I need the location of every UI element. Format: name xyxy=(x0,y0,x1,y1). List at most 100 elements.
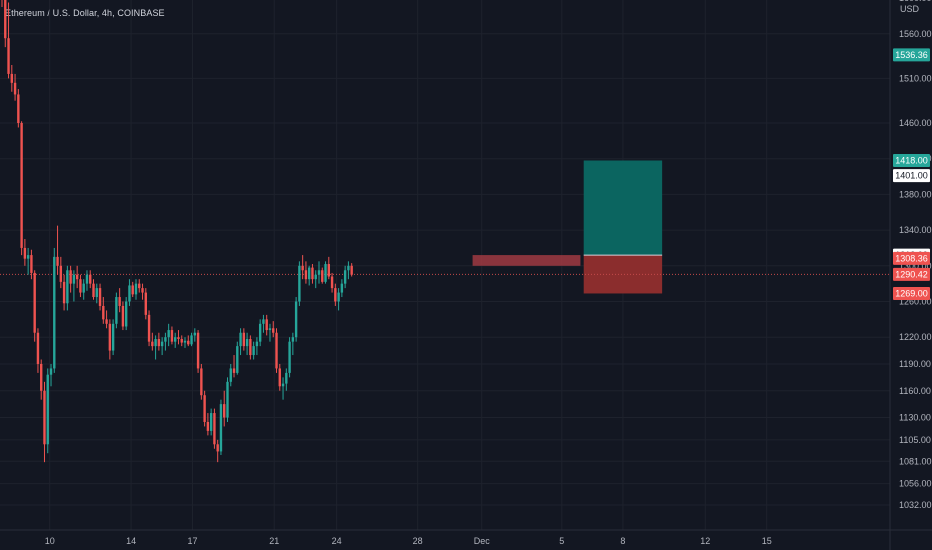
drawings xyxy=(0,160,890,294)
candle xyxy=(229,363,232,387)
candle xyxy=(350,263,353,277)
candle-body xyxy=(26,255,30,259)
candle-body xyxy=(102,305,105,320)
candle xyxy=(203,390,206,427)
candle xyxy=(43,381,46,463)
price-tag-label: 1401.00 xyxy=(895,171,928,181)
candle-body xyxy=(278,368,281,387)
candle xyxy=(174,332,177,348)
price-tag-label: 1269.00 xyxy=(895,288,928,298)
time-axis: 10 14 17 21 24 28 Dec 5 8 12 15 xyxy=(45,536,772,546)
candle-body xyxy=(187,340,190,345)
price-tag-bg xyxy=(893,267,930,281)
candle xyxy=(10,64,14,92)
candle xyxy=(115,292,118,329)
candle xyxy=(288,337,291,378)
candle-body xyxy=(281,383,285,387)
candle-body xyxy=(298,265,301,302)
candle-body xyxy=(262,319,265,324)
candle-body xyxy=(177,337,180,339)
candle xyxy=(66,265,69,311)
candle-body xyxy=(118,297,121,306)
candle xyxy=(327,256,330,280)
candle-body xyxy=(167,330,170,338)
candle-body xyxy=(33,272,36,333)
candle xyxy=(232,355,236,378)
candle-body xyxy=(89,274,92,284)
candle xyxy=(255,337,259,356)
candle xyxy=(95,283,98,304)
candle-body xyxy=(219,404,223,452)
candle xyxy=(206,413,210,436)
price-tag: 1401.00 xyxy=(893,169,930,183)
price-tag-bg xyxy=(893,251,930,265)
candle xyxy=(124,297,128,331)
candle-body xyxy=(66,270,69,304)
candle-body xyxy=(213,413,216,445)
candle xyxy=(183,337,187,348)
candle-body xyxy=(223,404,226,418)
chart-title: Ethereum / U.S. Dollar, 4h, COINBASE xyxy=(5,8,165,18)
candle xyxy=(164,332,167,351)
candle-body xyxy=(111,323,115,351)
candle-body xyxy=(330,276,334,289)
resistance-zone[interactable] xyxy=(472,255,581,266)
candle-body xyxy=(85,274,89,284)
candle xyxy=(177,330,180,345)
candle-body xyxy=(190,335,193,345)
candle-body xyxy=(193,332,197,336)
candle xyxy=(131,281,134,298)
candle xyxy=(79,274,82,298)
candle xyxy=(291,332,295,356)
candle xyxy=(321,267,324,284)
target-zone[interactable] xyxy=(583,160,663,256)
candle-body xyxy=(343,270,347,284)
candle xyxy=(53,247,56,373)
candle xyxy=(249,335,252,360)
price-tag-label: 1536.36 xyxy=(895,50,928,60)
candle xyxy=(314,270,317,289)
candle xyxy=(30,249,33,280)
candle-body xyxy=(347,265,350,271)
y-tick-label: 1340.00 xyxy=(899,225,932,235)
candle-body xyxy=(249,338,252,356)
candle-body xyxy=(265,319,268,331)
candle-body xyxy=(183,340,187,343)
candle-body xyxy=(255,341,259,347)
candle-body xyxy=(209,413,213,431)
x-tick-label: 12 xyxy=(700,536,710,546)
candle xyxy=(340,279,344,298)
candle xyxy=(311,264,314,284)
y-tick-label: 1130.00 xyxy=(899,413,931,423)
price-tag: 1536.36 xyxy=(893,48,930,62)
y-tick-label: 1600.00 xyxy=(899,0,932,3)
candle-body xyxy=(13,82,17,95)
price-tag-bg xyxy=(893,48,930,62)
candle-body xyxy=(245,338,249,347)
stop-zone[interactable] xyxy=(583,255,663,294)
candle-body xyxy=(115,297,118,324)
candle xyxy=(40,359,43,400)
candle-body xyxy=(62,281,66,304)
candle-body xyxy=(82,283,85,293)
candle-body xyxy=(294,301,298,338)
candle-body xyxy=(141,288,144,293)
candle-body xyxy=(20,123,23,248)
y-tick-label: 1300.00 xyxy=(899,261,932,271)
candle xyxy=(62,274,66,311)
candle xyxy=(157,332,161,351)
candle-body xyxy=(304,270,308,280)
candle xyxy=(13,73,17,101)
candle-body xyxy=(285,372,288,384)
price-tag: 1308.36 xyxy=(893,251,930,265)
candle-body xyxy=(350,265,353,275)
candle xyxy=(298,261,301,306)
candle-body xyxy=(307,267,311,280)
candle-body xyxy=(7,38,10,74)
candle xyxy=(236,341,239,375)
x-tick-label: 17 xyxy=(188,536,198,546)
candle-body xyxy=(105,319,108,324)
price-tag: 1269.00 xyxy=(893,286,930,300)
candle-body xyxy=(154,338,157,347)
